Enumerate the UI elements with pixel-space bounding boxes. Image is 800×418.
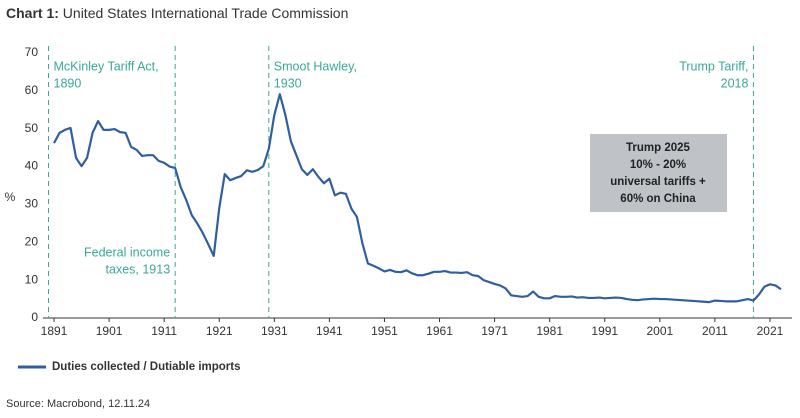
x-tick-label: 1901 bbox=[96, 324, 123, 338]
x-tick-label: 1951 bbox=[371, 324, 398, 338]
event-label: 1890 bbox=[54, 76, 82, 90]
annotation-text: universal tariffs + bbox=[610, 176, 706, 188]
source: Source: Macrobond, 12.11.24 bbox=[6, 398, 150, 410]
annotation-text: 10% - 20% bbox=[630, 159, 686, 171]
y-tick-label: 40 bbox=[25, 159, 39, 173]
y-tick-label: 10 bbox=[25, 272, 39, 286]
event-label: 2018 bbox=[721, 76, 749, 90]
series-line bbox=[53, 93, 782, 304]
legend-label: Duties collected / Dutiable imports bbox=[52, 361, 241, 373]
x-tick-label: 1981 bbox=[536, 324, 563, 338]
annotation-text: 60% on China bbox=[620, 193, 696, 205]
x-tick-label: 1931 bbox=[261, 324, 288, 338]
x-tick-label: 1941 bbox=[316, 324, 343, 338]
title-prefix: Chart 1: bbox=[6, 5, 59, 21]
x-tick-label: 1961 bbox=[426, 324, 453, 338]
annotation-text: Trump 2025 bbox=[626, 142, 691, 154]
x-tick-label: 1991 bbox=[591, 324, 618, 338]
title-text: United States International Trade Commis… bbox=[63, 5, 349, 21]
y-tick-label: 30 bbox=[25, 197, 39, 211]
y-tick-label: 0 bbox=[31, 310, 38, 324]
x-tick-label: 2021 bbox=[757, 324, 784, 338]
event-label: 1930 bbox=[274, 76, 302, 90]
y-tick-label: 70 bbox=[25, 45, 39, 59]
x-tick-label: 2001 bbox=[646, 324, 673, 338]
x-tick-label: 1921 bbox=[206, 324, 233, 338]
x-tick-label: 2011 bbox=[702, 324, 728, 338]
y-tick-label: 60 bbox=[25, 83, 39, 97]
event-label: McKinley Tariff Act, bbox=[54, 59, 159, 73]
x-tick-label: 1971 bbox=[481, 324, 508, 338]
event-label: Trump Tariff, bbox=[679, 59, 748, 73]
chart-title: Chart 1: United States International Tra… bbox=[6, 5, 348, 21]
event-label: Federal income bbox=[84, 245, 170, 259]
annotation-box bbox=[590, 134, 727, 212]
y-tick-label: 50 bbox=[25, 121, 39, 135]
event-label: taxes, 1913 bbox=[106, 262, 171, 276]
y-axis-label: % bbox=[5, 190, 16, 204]
event-label: Smoot Hawley, bbox=[274, 59, 357, 73]
y-tick-label: 20 bbox=[25, 234, 39, 248]
x-tick-label: 1911 bbox=[151, 324, 177, 338]
x-tick-label: 1891 bbox=[41, 324, 68, 338]
